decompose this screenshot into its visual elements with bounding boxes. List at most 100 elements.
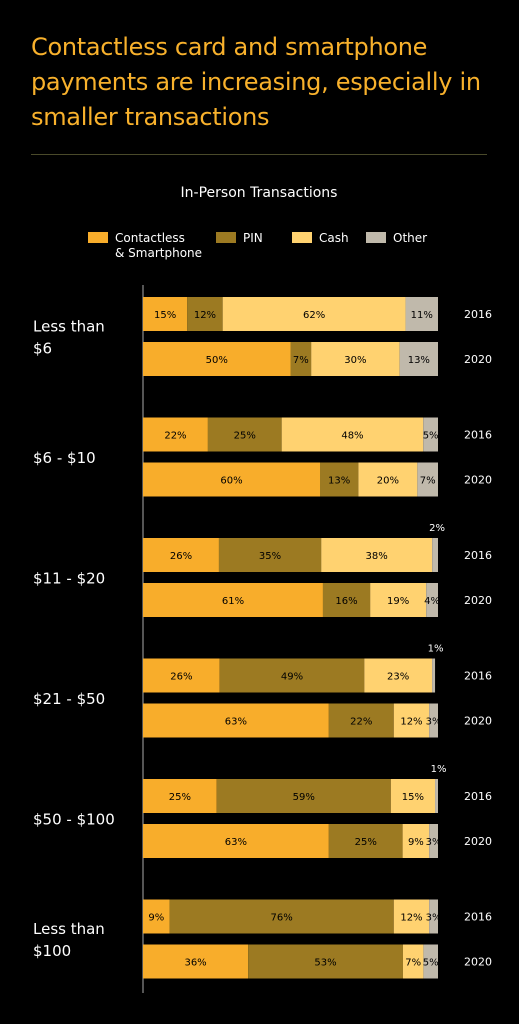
year-label: 2020 bbox=[464, 956, 492, 969]
bar-segment bbox=[216, 779, 391, 813]
year-label: 2016 bbox=[464, 429, 492, 442]
segment-label: 12% bbox=[194, 310, 216, 321]
segment-label: 3% bbox=[426, 717, 442, 728]
bar-segment bbox=[143, 538, 219, 572]
bar-segment bbox=[143, 462, 320, 497]
year-label: 2020 bbox=[464, 835, 492, 848]
segment-label: 36% bbox=[184, 958, 206, 969]
segment-label: 35% bbox=[259, 551, 281, 562]
legend-label: Cash bbox=[319, 231, 349, 245]
bar-segment bbox=[222, 297, 406, 331]
divider bbox=[31, 154, 487, 155]
bar-segment bbox=[417, 462, 438, 497]
bar-segment bbox=[219, 658, 365, 693]
segment-label: 22% bbox=[350, 717, 372, 728]
bar-segment bbox=[143, 824, 329, 858]
year-label: 2020 bbox=[464, 353, 492, 366]
headline: Contactless card and smartphone payments… bbox=[31, 33, 481, 131]
segment-label: 19% bbox=[387, 596, 409, 607]
segment-label: 4% bbox=[424, 596, 440, 607]
segment-label: 5% bbox=[423, 958, 439, 969]
bar-segment bbox=[432, 658, 436, 693]
segment-label: 30% bbox=[344, 355, 366, 366]
bar-segment bbox=[322, 583, 371, 617]
category-label: $6 bbox=[33, 340, 52, 358]
segment-label: 26% bbox=[170, 672, 192, 683]
bar-segment bbox=[402, 944, 424, 979]
bar-segment bbox=[187, 297, 223, 331]
bar-segment bbox=[281, 417, 424, 452]
bar-segment bbox=[402, 824, 430, 858]
segment-label: 12% bbox=[400, 717, 422, 728]
segment-label: 26% bbox=[170, 551, 192, 562]
segment-label: 7% bbox=[420, 476, 436, 487]
year-label: 2016 bbox=[464, 308, 492, 321]
year-label: 2016 bbox=[464, 549, 492, 562]
legend-swatch bbox=[366, 232, 386, 243]
bar-segment bbox=[143, 583, 323, 617]
bar-segment bbox=[207, 417, 282, 452]
legend-swatch bbox=[88, 232, 108, 243]
segment-label: 50% bbox=[206, 355, 228, 366]
segment-label: 53% bbox=[314, 958, 336, 969]
segment-label: 63% bbox=[225, 717, 247, 728]
segment-label: 1% bbox=[431, 764, 447, 775]
legend-label: Contactless bbox=[115, 231, 185, 245]
segment-label: 5% bbox=[423, 431, 439, 442]
segment-label: 25% bbox=[169, 792, 191, 803]
bar-segment bbox=[328, 703, 394, 738]
segment-label: 11% bbox=[411, 310, 433, 321]
bar-segment bbox=[321, 538, 433, 572]
segment-label: 25% bbox=[234, 431, 256, 442]
bar-segment bbox=[218, 538, 322, 572]
legend-swatch bbox=[216, 232, 236, 243]
bar-segment bbox=[328, 824, 403, 858]
bar-segment bbox=[358, 462, 418, 497]
segment-label: 63% bbox=[225, 837, 247, 848]
segment-label: 25% bbox=[355, 837, 377, 848]
bar-segment bbox=[429, 899, 438, 934]
year-label: 2020 bbox=[464, 715, 492, 728]
bar-segment bbox=[426, 583, 438, 617]
segment-label: 13% bbox=[408, 355, 430, 366]
bar-segment bbox=[143, 297, 188, 331]
segment-label: 15% bbox=[154, 310, 176, 321]
bar-segment bbox=[143, 899, 170, 934]
legend-label: PIN bbox=[243, 231, 263, 245]
category-label: $6 - $10 bbox=[33, 449, 96, 467]
bar-segment bbox=[364, 658, 433, 693]
bar-segment bbox=[320, 462, 359, 497]
segment-label: 7% bbox=[405, 958, 421, 969]
legend-label: & Smartphone bbox=[115, 246, 202, 260]
bar-segment bbox=[435, 779, 438, 813]
year-label: 2016 bbox=[464, 911, 492, 924]
year-label: 2020 bbox=[464, 474, 492, 487]
segment-label: 16% bbox=[335, 596, 357, 607]
segment-label: 2% bbox=[429, 523, 445, 534]
segment-label: 22% bbox=[164, 431, 186, 442]
bar-segment bbox=[143, 658, 220, 693]
category-label: $100 bbox=[33, 942, 71, 960]
segment-label: 61% bbox=[222, 596, 244, 607]
segment-label: 62% bbox=[303, 310, 325, 321]
segment-label: 49% bbox=[281, 672, 303, 683]
segment-label: 3% bbox=[426, 913, 442, 924]
segment-label: 60% bbox=[220, 476, 242, 487]
year-label: 2016 bbox=[464, 790, 492, 803]
category-label: $21 - $50 bbox=[33, 690, 105, 708]
segment-label: 9% bbox=[148, 913, 164, 924]
segment-label: 12% bbox=[400, 913, 422, 924]
segment-label: 1% bbox=[428, 644, 444, 655]
bar-segment bbox=[169, 899, 394, 934]
bar-segment bbox=[143, 342, 291, 376]
segment-label: 13% bbox=[328, 476, 350, 487]
bar-segment bbox=[370, 583, 427, 617]
segment-label: 48% bbox=[341, 431, 363, 442]
segment-label: 3% bbox=[426, 837, 442, 848]
bar-segment bbox=[143, 944, 249, 979]
segment-label: 9% bbox=[408, 837, 424, 848]
legend-label: Other bbox=[393, 231, 427, 245]
segment-label: 59% bbox=[293, 792, 315, 803]
bar-segment bbox=[399, 342, 438, 376]
